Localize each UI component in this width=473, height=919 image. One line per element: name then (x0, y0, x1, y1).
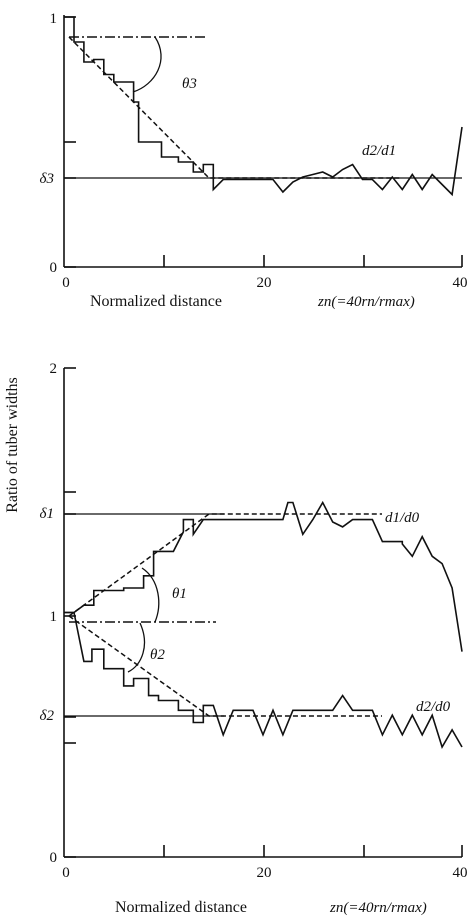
top-series-d2-d1 (64, 16, 463, 197)
bottom-delta2-text: δ2 (40, 708, 55, 724)
bottom-theta2-arc (127, 622, 145, 673)
top-series-label-text: d2/d1 (362, 143, 396, 159)
bottom-theta1-text: θ1 (172, 586, 187, 602)
top-y-tick-label-0: 0 (50, 260, 58, 276)
bottom-x-tick-label-20: 20 (257, 865, 272, 881)
bottom-series-d1-d0 (64, 500, 463, 652)
bottom-x-tick-label-40: 40 (453, 865, 468, 881)
bottom-dashed-fit-upper (68, 513, 382, 617)
top-delta3-label: δ3 (40, 171, 54, 187)
bottom-theta1-label: θ1 (172, 586, 187, 602)
y-axis-label: Ratio of tuber widths (4, 377, 21, 513)
top-y-tick-label-1: 1 (50, 11, 58, 27)
top-x-axis-label-text: Normalized distance (90, 293, 222, 310)
bottom-delta1-label: δ1 (40, 506, 54, 522)
top-series-label: d2/d1 (362, 143, 396, 159)
bottom-series-label-d1: d1/d0 (385, 510, 420, 526)
bottom-x-axis-formula-text: zn(=40rn/rmax) (329, 900, 427, 916)
bottom-x-tick-label-0: 0 (62, 865, 70, 881)
bottom-y-tick-label-2: 2 (50, 361, 58, 377)
bottom-y-tick-label-0: 0 (50, 850, 58, 866)
bottom-delta2-label: δ2 (40, 708, 55, 724)
top-x-tick-label-20: 20 (257, 275, 272, 291)
top-dashed-fit (68, 36, 402, 179)
top-x-axis-formula-text: zn(=40rn/rmax) (317, 294, 415, 310)
bottom-series-label-d1-text: d1/d0 (385, 510, 420, 526)
bottom-dashed-fit-lower (68, 615, 382, 717)
top-theta3-text: θ3 (182, 76, 197, 92)
top-delta3-text: δ3 (40, 171, 54, 187)
bottom-theta2-text: θ2 (150, 647, 165, 663)
bottom-panel: 2 1 0 0 20 40 δ1 δ2 θ1 θ2 d1/d (40, 361, 468, 916)
bottom-series-label-d2: d2/d0 (416, 699, 451, 715)
top-x-axis-formula: zn(=40rn/rmax) (317, 294, 415, 310)
bottom-series-label-d2-text: d2/d0 (416, 699, 451, 715)
bottom-y-tick-label-1: 1 (50, 609, 58, 625)
top-panel: 1 0 0 20 40 δ3 θ3 d2/d1 Normalized dista… (40, 11, 468, 310)
bottom-theta1-arc (141, 567, 160, 623)
bottom-x-axis-label-text: Normalized distance (115, 899, 247, 916)
bottom-series-d2-d0 (64, 611, 463, 749)
bottom-theta2-label: θ2 (150, 647, 165, 663)
top-x-axis-label: Normalized distance (90, 293, 222, 310)
top-theta3-arc (132, 36, 162, 93)
top-x-tick-label-40: 40 (453, 275, 468, 291)
top-theta3-label: θ3 (182, 76, 197, 92)
bottom-x-axis-formula: zn(=40rn/rmax) (329, 900, 427, 916)
bottom-delta1-text: δ1 (40, 506, 54, 522)
top-x-tick-label-0: 0 (62, 275, 70, 291)
bottom-x-axis-label: Normalized distance (115, 899, 247, 916)
